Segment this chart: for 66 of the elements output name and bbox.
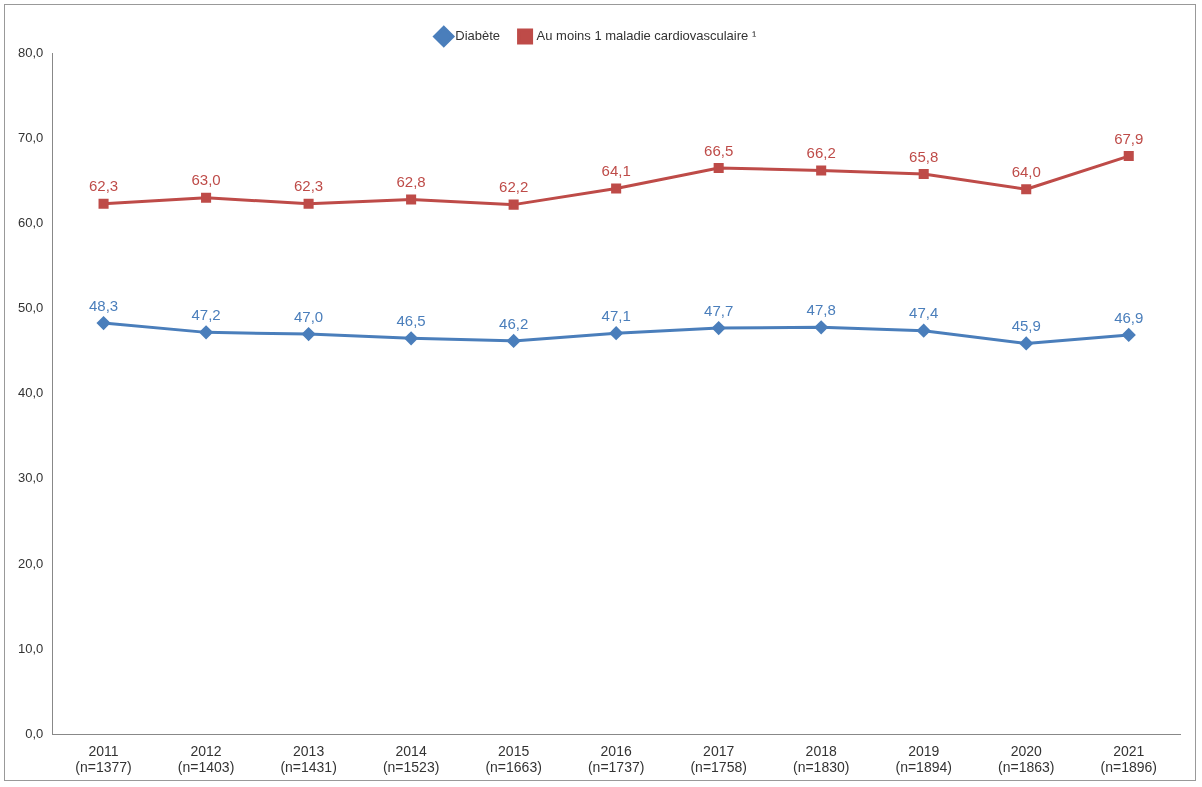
x-tick-label: 2015 (n=1663): [485, 742, 542, 776]
data-label: 64,0: [1011, 162, 1041, 180]
data-label: 66,5: [704, 141, 734, 159]
x-tick-label: 2018 (n=1830): [792, 742, 850, 776]
x-tick-label: 2021 (n=1896): [1100, 742, 1157, 776]
point: [918, 168, 929, 179]
y-tick-label: 20,0: [17, 555, 44, 571]
point: [404, 331, 418, 345]
point: [1021, 184, 1032, 195]
data-label: 64,1: [601, 162, 631, 180]
point: [508, 199, 519, 210]
y-tick-label: 60,0: [17, 214, 44, 230]
x-tick-label: 2019 (n=1894): [895, 742, 952, 776]
data-label: 46,5: [396, 311, 426, 329]
point: [97, 316, 111, 330]
y-tick-label: 80,0: [17, 44, 44, 60]
x-tick-label: 2020 (n=1863): [998, 742, 1055, 776]
data-label: 62,2: [499, 178, 529, 196]
data-label: 62,8: [396, 173, 426, 191]
point: [611, 183, 622, 194]
data-label: 46,2: [499, 314, 529, 332]
y-tick-label: 40,0: [17, 385, 44, 401]
point: [302, 327, 316, 341]
data-label: 47,0: [294, 307, 324, 325]
x-tick-label: 2014 (n=1523): [382, 742, 440, 776]
point: [201, 192, 212, 203]
data-label: 65,8: [909, 147, 939, 165]
data-label: 66,2: [806, 144, 836, 162]
x-tick-label: 2016 (n=1737): [587, 742, 645, 776]
point: [98, 198, 109, 209]
point: [1122, 328, 1136, 342]
point: [712, 321, 726, 335]
point: [507, 334, 521, 348]
point: [199, 325, 213, 339]
data-label: 47,8: [806, 300, 836, 318]
data-label: 62,3: [294, 177, 324, 195]
y-tick-label: 50,0: [17, 300, 44, 316]
data-label: 48,3: [88, 296, 119, 314]
y-tick-label: 10,0: [17, 640, 44, 656]
data-label: 47,2: [191, 306, 221, 324]
x-tick-label: 2011 (n=1377): [75, 742, 132, 776]
data-label: 47,7: [704, 301, 734, 319]
legend-label: Au moins 1 maladie cardiovasculaire ¹: [536, 28, 757, 44]
point: [816, 165, 827, 176]
data-label: 67,9: [1114, 129, 1144, 147]
point: [609, 326, 623, 340]
x-tick-label: 2017 (n=1758): [690, 742, 747, 776]
point: [1123, 151, 1134, 162]
point: [917, 324, 931, 338]
point: [814, 320, 828, 334]
point: [713, 162, 724, 174]
data-label: 47,1: [601, 306, 631, 324]
y-tick-label: 30,0: [17, 470, 44, 486]
y-tick-label: 0,0: [25, 725, 44, 741]
data-label: 63,0: [191, 171, 221, 189]
legend-label: Diabète: [455, 28, 501, 44]
data-label: 62,3: [88, 177, 119, 195]
x-tick-label: 2012 (n=1403): [177, 742, 235, 776]
data-label: 45,9: [1011, 317, 1041, 335]
x-tick-label: 2013 (n=1431): [280, 742, 337, 776]
y-tick-label: 70,0: [17, 129, 44, 145]
data-label: 46,9: [1114, 308, 1144, 326]
point: [1019, 336, 1033, 350]
data-label: 47,4: [909, 304, 939, 322]
point: [303, 198, 314, 209]
point: [406, 194, 417, 205]
